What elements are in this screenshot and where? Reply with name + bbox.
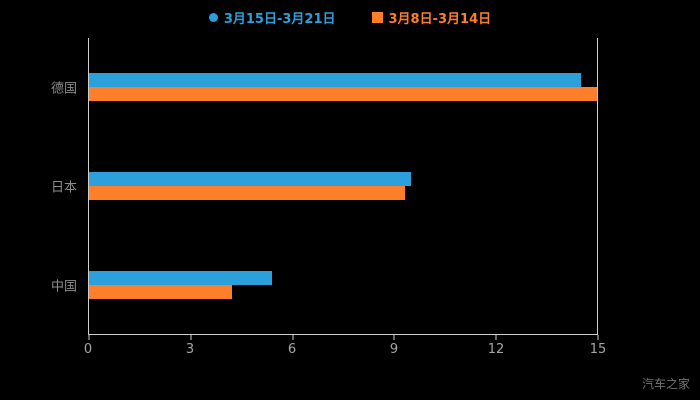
legend-item-week1[interactable]: 3月8日-3月14日 xyxy=(371,8,492,27)
bar-series1[interactable] xyxy=(89,171,412,186)
x-tick-label: 9 xyxy=(389,342,399,357)
x-tick-label: 15 xyxy=(589,342,607,357)
x-tick-label: 3 xyxy=(185,342,195,357)
legend-label-week2: 3月15日-3月21日 xyxy=(223,12,336,27)
x-tick-mark xyxy=(597,335,599,340)
bar-series2[interactable] xyxy=(89,87,598,102)
category-label: 德国 xyxy=(50,81,77,97)
category-row: 德国 xyxy=(51,73,598,102)
category-label: 日本 xyxy=(50,180,77,196)
bar-rows: 德国 日本 中国 xyxy=(51,38,598,334)
bar-series2[interactable] xyxy=(89,284,232,299)
legend-item-week2[interactable]: 3月15日-3月21日 xyxy=(208,8,336,27)
x-tick-mark xyxy=(292,335,294,340)
legend-square-icon xyxy=(371,12,383,23)
x-tick-mark xyxy=(190,335,192,340)
category-row: 中国 xyxy=(51,270,598,299)
category-label: 中国 xyxy=(50,279,77,295)
bar-series1[interactable] xyxy=(89,73,582,88)
x-tick-label: 12 xyxy=(487,342,505,357)
x-tick-label: 6 xyxy=(287,342,297,357)
x-tick-label: 0 xyxy=(83,342,93,357)
legend-label-week1: 3月8日-3月14日 xyxy=(388,12,492,27)
x-axis-labels: 0 3 6 9 12 15 xyxy=(84,342,606,360)
x-tick-mark xyxy=(495,335,497,340)
plot-area: 德国 日本 中国 xyxy=(51,38,599,340)
right-boundary-line xyxy=(597,38,598,334)
watermark-text: 汽车之家 xyxy=(641,377,690,391)
legend: 3月15日-3月21日 3月8日-3月14日 xyxy=(0,8,700,27)
category-row: 日本 xyxy=(51,171,598,200)
bar-series1[interactable] xyxy=(89,270,273,285)
legend-circle-icon xyxy=(208,13,218,22)
x-tick-mark xyxy=(88,335,90,340)
bar-series2[interactable] xyxy=(89,185,405,200)
x-tick-mark xyxy=(393,335,395,340)
